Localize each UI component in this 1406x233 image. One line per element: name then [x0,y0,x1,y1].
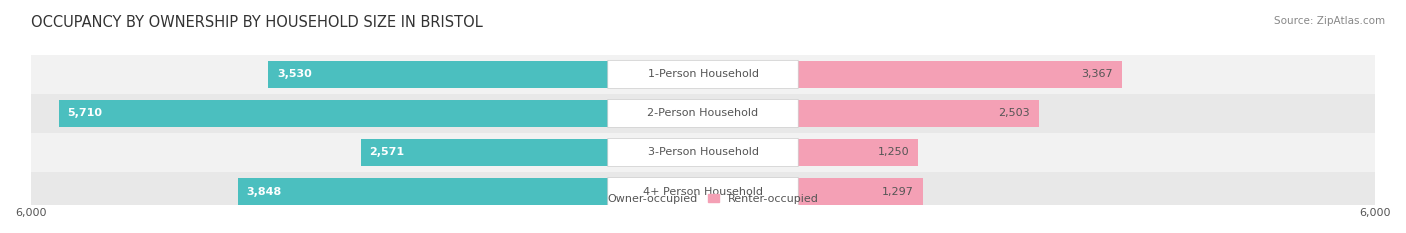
Text: 1-Person Household: 1-Person Household [648,69,758,79]
Bar [799,139,918,166]
Bar [799,61,1122,88]
Text: 3-Person Household: 3-Person Household [648,147,758,158]
Text: 1,250: 1,250 [877,147,910,158]
Text: 2,503: 2,503 [998,108,1031,118]
Text: 5,710: 5,710 [67,108,103,118]
Bar [360,139,607,166]
FancyBboxPatch shape [607,99,799,127]
Text: 3,530: 3,530 [277,69,312,79]
Text: Source: ZipAtlas.com: Source: ZipAtlas.com [1274,16,1385,26]
Text: 4+ Person Household: 4+ Person Household [643,187,763,197]
FancyBboxPatch shape [607,178,799,206]
FancyBboxPatch shape [607,138,799,167]
Text: 3,367: 3,367 [1081,69,1114,79]
Bar [269,61,607,88]
Bar [31,94,1375,133]
Text: 2,571: 2,571 [370,147,405,158]
Text: OCCUPANCY BY OWNERSHIP BY HOUSEHOLD SIZE IN BRISTOL: OCCUPANCY BY OWNERSHIP BY HOUSEHOLD SIZE… [31,15,482,30]
Legend: Owner-occupied, Renter-occupied: Owner-occupied, Renter-occupied [582,189,824,208]
Text: 3,848: 3,848 [246,187,283,197]
Bar [799,100,1039,127]
Bar [59,100,607,127]
FancyBboxPatch shape [607,60,799,89]
Bar [31,133,1375,172]
Bar [31,172,1375,211]
Bar [31,55,1375,94]
Text: 1,297: 1,297 [882,187,914,197]
Bar [799,178,922,205]
Text: 2-Person Household: 2-Person Household [647,108,759,118]
Bar [238,178,607,205]
